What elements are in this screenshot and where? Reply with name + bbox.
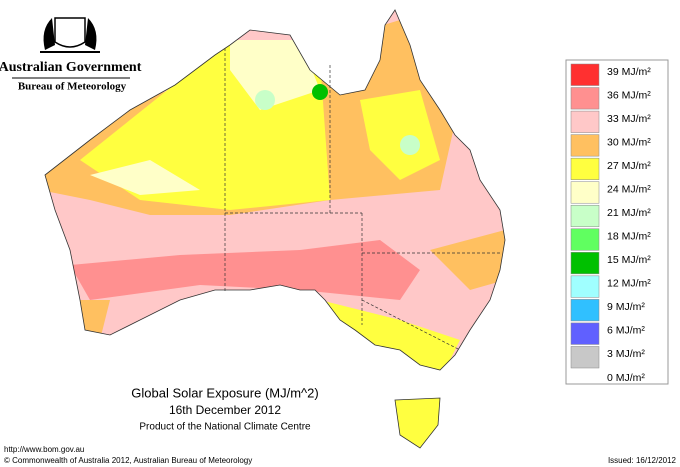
government: Australian Government (0, 60, 142, 75)
legend-swatch (570, 87, 600, 110)
legend-label: 12 MJ/m² (607, 278, 651, 290)
legend-swatch (570, 110, 600, 133)
legend-label: 27 MJ/m² (607, 160, 651, 172)
legend-swatch (570, 157, 600, 180)
producer: Product of the National Climate Centre (139, 422, 311, 433)
crest (40, 17, 100, 53)
copyright: © Commonwealth of Australia 2012, Austra… (4, 456, 252, 465)
legend-swatch (570, 134, 600, 157)
legend: 39 MJ/m² 36 MJ/m² 33 MJ/m² 30 MJ/m² 27 MJ/m²… (570, 63, 651, 384)
legend-label: 21 MJ/m² (607, 207, 651, 219)
legend-label: 9 MJ/m² (607, 301, 645, 313)
legend-swatch (570, 299, 600, 322)
legend-swatch (570, 204, 600, 228)
legend-label: 18 MJ/m² (607, 231, 651, 243)
legend-swatch (570, 228, 600, 251)
legend-swatch (570, 181, 600, 204)
legend-swatch (570, 63, 600, 86)
legend-label: 15 MJ/m² (607, 254, 651, 266)
legend-swatch (570, 346, 600, 369)
map-date: 16th December 2012 (169, 403, 281, 417)
url: http://www.bom.gov.au (4, 445, 84, 454)
legend-swatch (570, 252, 600, 275)
legend-label: 3 MJ/m² (607, 348, 645, 360)
issued: Issued: 16/12/2012 (608, 456, 677, 465)
legend-label: 30 MJ/m² (607, 136, 651, 148)
legend-label: 33 MJ/m² (607, 113, 651, 125)
legend-label: 0 MJ/m² (607, 372, 645, 384)
state-borders (224, 48, 500, 351)
legend-label: 6 MJ/m² (607, 325, 645, 337)
legend-label: 39 MJ/m² (607, 66, 651, 78)
bureau: Bureau of Meteorology (18, 81, 127, 93)
legend-swatch (570, 275, 600, 298)
coastline (44, 9, 506, 449)
map-title: Global Solar Exposure (MJ/m^2) (131, 385, 318, 400)
legend-label: 36 MJ/m² (607, 89, 651, 101)
legend-swatch (570, 322, 600, 345)
legend-label: 24 MJ/m² (607, 183, 651, 195)
